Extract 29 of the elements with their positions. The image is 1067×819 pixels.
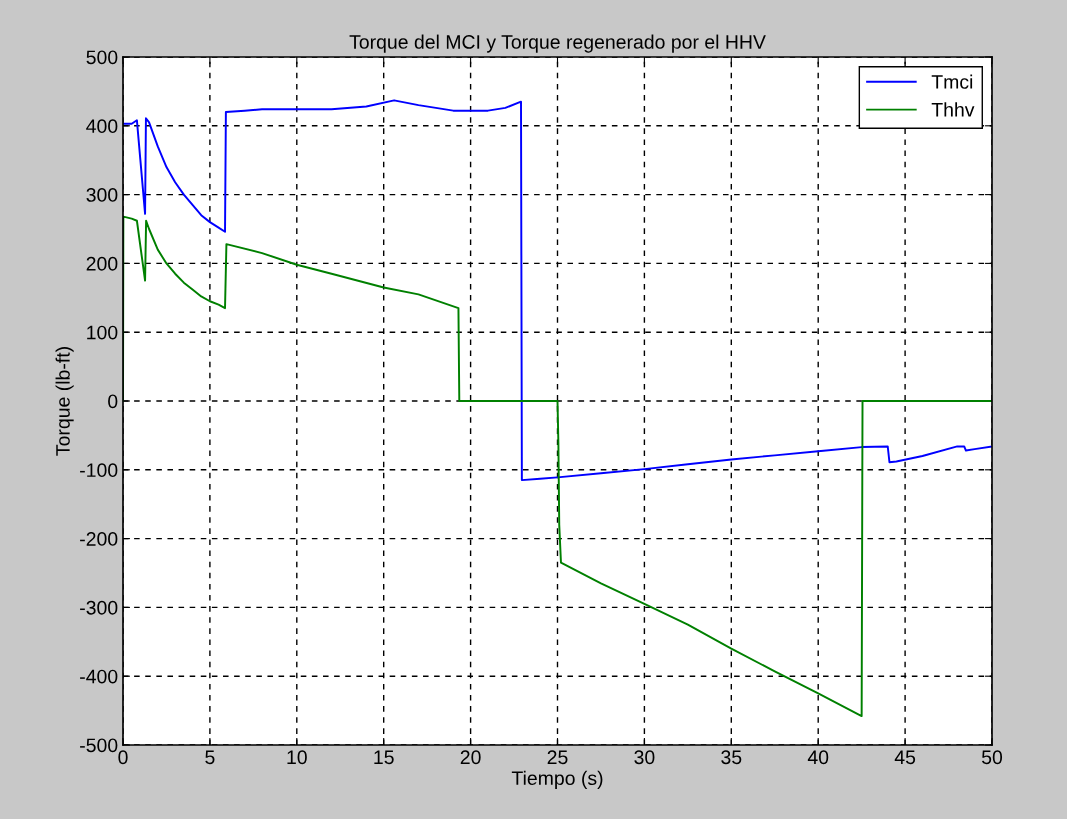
y-tick-label: 500 [86, 50, 118, 65]
x-tick-label: 15 [374, 750, 394, 765]
y-tick-label: -500 [80, 738, 118, 753]
y-axis-title: Torque (lb-ft) [55, 347, 74, 456]
x-axis-title: Tiempo (s) [511, 770, 603, 789]
x-tick-label: 25 [547, 750, 568, 765]
line-series [123, 99, 992, 482]
x-tick-label: 0 [118, 750, 128, 765]
legend-label: Thhv [931, 102, 975, 117]
x-tick-label: 30 [634, 750, 655, 765]
x-tick-label: 10 [287, 750, 307, 765]
x-tick-label: 45 [894, 750, 916, 765]
y-tick-label: 300 [86, 188, 118, 202]
y-tick-label: 100 [87, 325, 118, 340]
x-tick-label: 35 [721, 750, 742, 765]
y-tick-label: 400 [86, 119, 118, 134]
x-tick-label: 5 [205, 750, 215, 765]
line-series [123, 215, 992, 718]
y-tick-label: -300 [80, 600, 118, 615]
x-tick-label: 40 [807, 750, 829, 765]
legend-label: Tmci [931, 74, 973, 89]
x-tick-label: 50 [981, 750, 1003, 765]
y-tick-label: -400 [80, 669, 118, 684]
y-tick-label: -200 [80, 532, 118, 546]
y-tick-label: 0 [108, 394, 118, 409]
y-tick-label: 200 [86, 256, 118, 271]
y-tick-label: -100 [80, 463, 118, 478]
chart-title: Torque del MCI y Torque regenerado por el HHV [349, 34, 766, 53]
x-tick-label: 20 [460, 750, 481, 765]
